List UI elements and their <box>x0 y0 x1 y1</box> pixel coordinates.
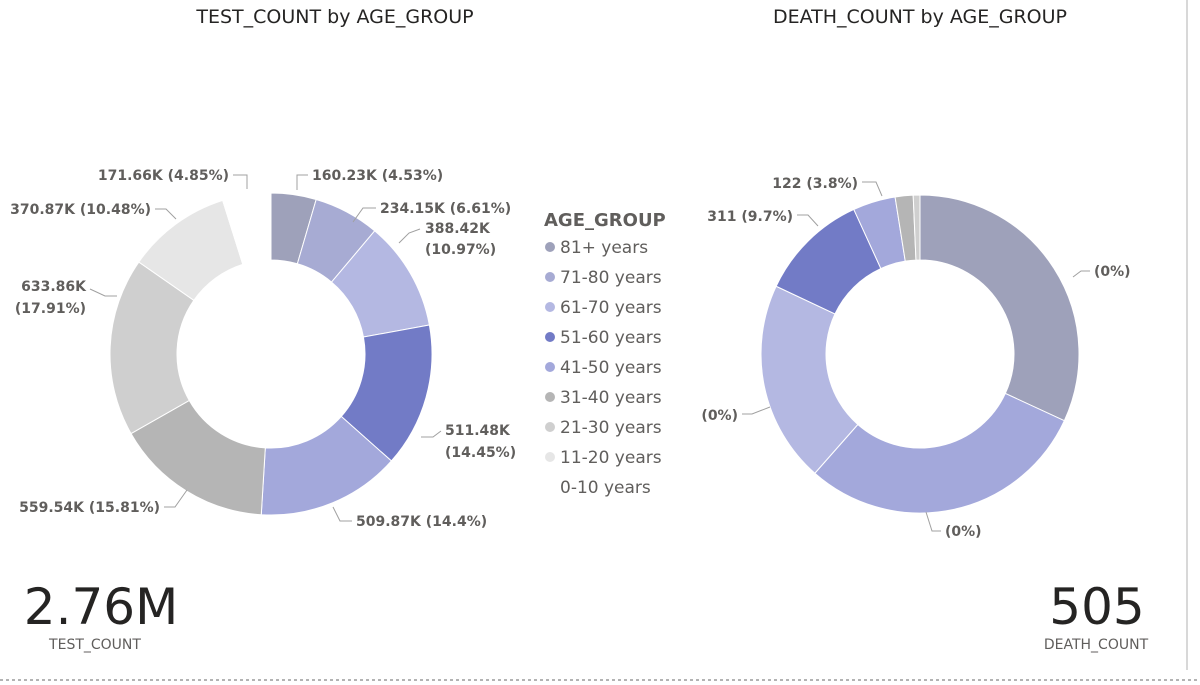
slice-label-test-71: 234.15K (6.61%) <box>380 201 511 217</box>
leader-death-51 <box>797 214 819 227</box>
death-slice-21-30-years[interactable] <box>912 194 921 261</box>
kpi-death-count-label: DEATH_COUNT <box>1044 637 1149 653</box>
slice-label-test-61-b: (10.97%) <box>425 242 496 258</box>
leader-death-71 <box>925 511 941 532</box>
kpi-test-count-label: TEST_COUNT <box>48 637 141 653</box>
leader-death-61 <box>742 406 771 415</box>
leader-test-21 <box>89 288 117 297</box>
test-count-donut <box>109 192 433 516</box>
legend-item-21-30-years[interactable]: 21-30 years <box>560 418 662 438</box>
leader-test-11 <box>155 208 177 220</box>
death-chart-title: DEATH_COUNT by AGE_GROUP <box>773 6 1067 28</box>
legend-item-71-80-years[interactable]: 71-80 years <box>560 268 662 288</box>
leader-test-61 <box>398 228 421 244</box>
test-slice-labels: 160.23K (4.53%) 234.15K (6.61%) 388.42K … <box>10 168 516 530</box>
slice-label-test-51-b: (14.45%) <box>445 445 516 461</box>
leader-death-81 <box>1072 270 1090 278</box>
slice-label-test-51-a: 511.48K <box>445 423 511 439</box>
legend-item-81plus-years[interactable]: 81+ years <box>560 238 648 258</box>
legend-item-41-50-years[interactable]: 41-50 years <box>560 358 662 378</box>
slice-label-test-0: 171.66K (4.85%) <box>98 168 229 184</box>
slice-label-death-81: (0%) <box>1094 264 1131 280</box>
legend-marker-31-40-years <box>545 392 555 402</box>
legend-marker-51-60-years <box>545 332 555 342</box>
legend-title: AGE_GROUP <box>544 210 666 231</box>
slice-label-death-61: (0%) <box>701 408 738 424</box>
test-slice-0-10-years[interactable] <box>222 192 272 265</box>
leader-test-51 <box>421 430 442 438</box>
slice-label-death-41: 122 (3.8%) <box>772 176 858 192</box>
legend-marker-71-80-years <box>545 272 555 282</box>
test-chart-title: TEST_COUNT by AGE_GROUP <box>195 6 473 28</box>
leader-test-0 <box>233 174 248 189</box>
slice-label-death-51: 311 (9.7%) <box>707 209 793 225</box>
legend-marker-81plus-years <box>545 242 555 252</box>
slice-label-test-41: 509.87K (14.4%) <box>356 514 487 530</box>
slice-label-test-21-b: (17.91%) <box>15 301 86 317</box>
leader-test-41 <box>332 506 352 522</box>
legend-marker-21-30-years <box>545 422 555 432</box>
death-count-donut <box>760 194 1080 514</box>
slice-label-death-71: (0%) <box>945 524 982 540</box>
legend-item-61-70-years[interactable]: 61-70 years <box>560 298 662 318</box>
leader-test-81 <box>296 174 308 190</box>
legend: AGE_GROUP 81+ years 71-80 years 61-70 year… <box>544 210 666 498</box>
kpi-test-count-value: 2.76M <box>24 578 178 636</box>
slice-label-test-81: 160.23K (4.53%) <box>312 168 443 184</box>
death-slice-labels: (0%) (0%) (0%) 311 (9.7%) 122 (3.8%) <box>701 176 1130 540</box>
slice-label-test-21-a: 633.86K <box>21 279 87 295</box>
leader-test-71 <box>352 207 376 223</box>
legend-item-51-60-years[interactable]: 51-60 years <box>560 328 662 348</box>
legend-item-11-20-years[interactable]: 11-20 years <box>560 448 662 468</box>
leader-death-41 <box>862 181 883 197</box>
slice-label-test-31: 559.54K (15.81%) <box>19 500 160 516</box>
death-slice-71-80-years[interactable] <box>814 392 1065 514</box>
legend-item-31-40-years[interactable]: 31-40 years <box>560 388 662 408</box>
death-slice-61-70-years[interactable] <box>760 285 859 474</box>
slice-label-test-61-a: 388.42K <box>425 221 491 237</box>
legend-item-0-10-years[interactable]: 0-10 years <box>560 478 651 498</box>
legend-marker-11-20-years <box>545 452 555 462</box>
legend-marker-0-10-years <box>545 482 555 492</box>
slice-label-test-11: 370.87K (10.48%) <box>10 202 151 218</box>
leader-test-31 <box>164 489 188 508</box>
legend-marker-61-70-years <box>545 302 555 312</box>
death-slice-81plus-years[interactable] <box>919 194 1080 422</box>
kpi-death-count-value: 505 <box>1049 578 1144 636</box>
legend-marker-41-50-years <box>545 362 555 372</box>
